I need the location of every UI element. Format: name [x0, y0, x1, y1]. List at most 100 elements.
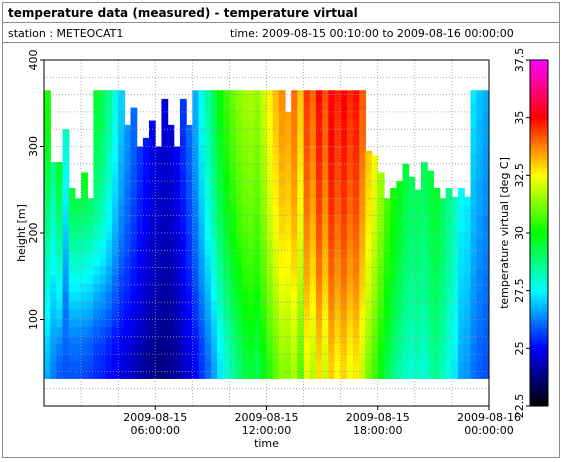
- heatmap-cell: [278, 274, 286, 284]
- heatmap-cell: [186, 239, 193, 250]
- heatmap-cell: [142, 205, 150, 215]
- heatmap-cell: [118, 127, 126, 137]
- heatmap-cell: [303, 136, 311, 146]
- heatmap-cell: [74, 205, 82, 215]
- heatmap-cell: [217, 291, 224, 302]
- heatmap-cell: [322, 196, 329, 206]
- heatmap-cell: [204, 369, 212, 379]
- heatmap-cell: [328, 136, 336, 146]
- heatmap-cell: [136, 335, 144, 345]
- heatmap-cell: [74, 239, 82, 250]
- heatmap-cell: [229, 162, 237, 172]
- y-tick-label: 200: [27, 223, 40, 244]
- heatmap-cell: [439, 343, 447, 353]
- heatmap-cell: [155, 265, 163, 276]
- heatmap-cell: [352, 110, 360, 120]
- heatmap-cell: [334, 369, 342, 379]
- heatmap-cell: [235, 170, 243, 180]
- heatmap-cell: [173, 248, 181, 258]
- heatmap-cell: [464, 274, 471, 284]
- heatmap-cell: [50, 274, 57, 284]
- heatmap-cell: [124, 124, 132, 129]
- heatmap-cell: [161, 101, 169, 111]
- heatmap-cell: [451, 248, 459, 258]
- heatmap-cell: [390, 213, 397, 224]
- heatmap-cell: [334, 90, 342, 94]
- heatmap-cell: [44, 352, 51, 362]
- heatmap-cell: [445, 326, 453, 336]
- heatmap-cell: [451, 335, 459, 345]
- heatmap-cell: [99, 101, 107, 111]
- heatmap-cell: [383, 283, 391, 293]
- heatmap-cell: [149, 213, 156, 224]
- heatmap-cell: [130, 257, 138, 267]
- heatmap-cell: [192, 188, 200, 198]
- heatmap-cell: [309, 213, 317, 224]
- heatmap-cell: [62, 335, 70, 345]
- heatmap-cell: [56, 369, 64, 379]
- heatmap-cell: [198, 222, 206, 232]
- heatmap-cell: [149, 257, 156, 267]
- heatmap-cell: [161, 309, 169, 319]
- heatmap-cell: [186, 317, 193, 328]
- heatmap-cell: [402, 196, 410, 206]
- heatmap-cell: [50, 265, 57, 276]
- heatmap-cell: [111, 213, 119, 224]
- heatmap-cell: [285, 265, 292, 276]
- heatmap-cell: [173, 146, 181, 155]
- heatmap-cell: [118, 179, 126, 189]
- heatmap-cell: [377, 248, 385, 258]
- heatmap-cell: [167, 144, 175, 155]
- heatmap-cell: [470, 127, 478, 137]
- heatmap-cell: [74, 335, 82, 345]
- heatmap-cell: [470, 239, 478, 250]
- heatmap-cell: [278, 231, 286, 241]
- heatmap-cell: [105, 205, 113, 215]
- heatmap-cell: [383, 213, 391, 224]
- heatmap-cell: [118, 213, 126, 224]
- heatmap-cell: [433, 326, 441, 336]
- heatmap-cell: [105, 179, 113, 189]
- heatmap-cell: [359, 118, 367, 129]
- heatmap-cell: [414, 309, 422, 319]
- heatmap-cell: [260, 101, 268, 111]
- heatmap-cell: [371, 300, 379, 310]
- heatmap-cell: [266, 92, 274, 103]
- heatmap-cell: [217, 343, 224, 353]
- heatmap-cell: [204, 309, 212, 319]
- heatmap-cell: [68, 326, 76, 336]
- heatmap-cell: [309, 170, 317, 180]
- heatmap-cell: [315, 170, 323, 180]
- heatmap-cell: [309, 300, 317, 310]
- heatmap-cell: [303, 101, 311, 111]
- heatmap-cell: [254, 231, 261, 241]
- heatmap-cell: [315, 222, 323, 232]
- heatmap-cell: [482, 317, 490, 328]
- heatmap-cell: [229, 265, 237, 276]
- heatmap-cell: [451, 361, 459, 371]
- heatmap-cell: [217, 127, 224, 137]
- heatmap-cell: [340, 179, 348, 189]
- heatmap-cell: [278, 101, 286, 111]
- heatmap-cell: [303, 188, 311, 198]
- heatmap-cell: [111, 265, 119, 276]
- heatmap-cell: [179, 352, 187, 362]
- heatmap-cell: [254, 222, 261, 232]
- heatmap-cell: [155, 343, 163, 353]
- heatmap-cell: [155, 196, 163, 206]
- heatmap-cell: [130, 231, 138, 241]
- heatmap-cell: [260, 248, 268, 258]
- heatmap-cell: [266, 231, 274, 241]
- heatmap-cell: [482, 231, 490, 241]
- heatmap-cell: [173, 231, 181, 241]
- heatmap-cell: [414, 189, 422, 198]
- heatmap-cell: [186, 162, 193, 172]
- heatmap-cell: [229, 188, 237, 198]
- heatmap-cell: [322, 179, 329, 189]
- heatmap-cell: [433, 248, 441, 258]
- heatmap-cell: [161, 127, 169, 137]
- heatmap-cell: [260, 343, 268, 353]
- heatmap-cell: [155, 352, 163, 362]
- heatmap-cell: [464, 369, 471, 379]
- heatmap-cell: [346, 248, 354, 258]
